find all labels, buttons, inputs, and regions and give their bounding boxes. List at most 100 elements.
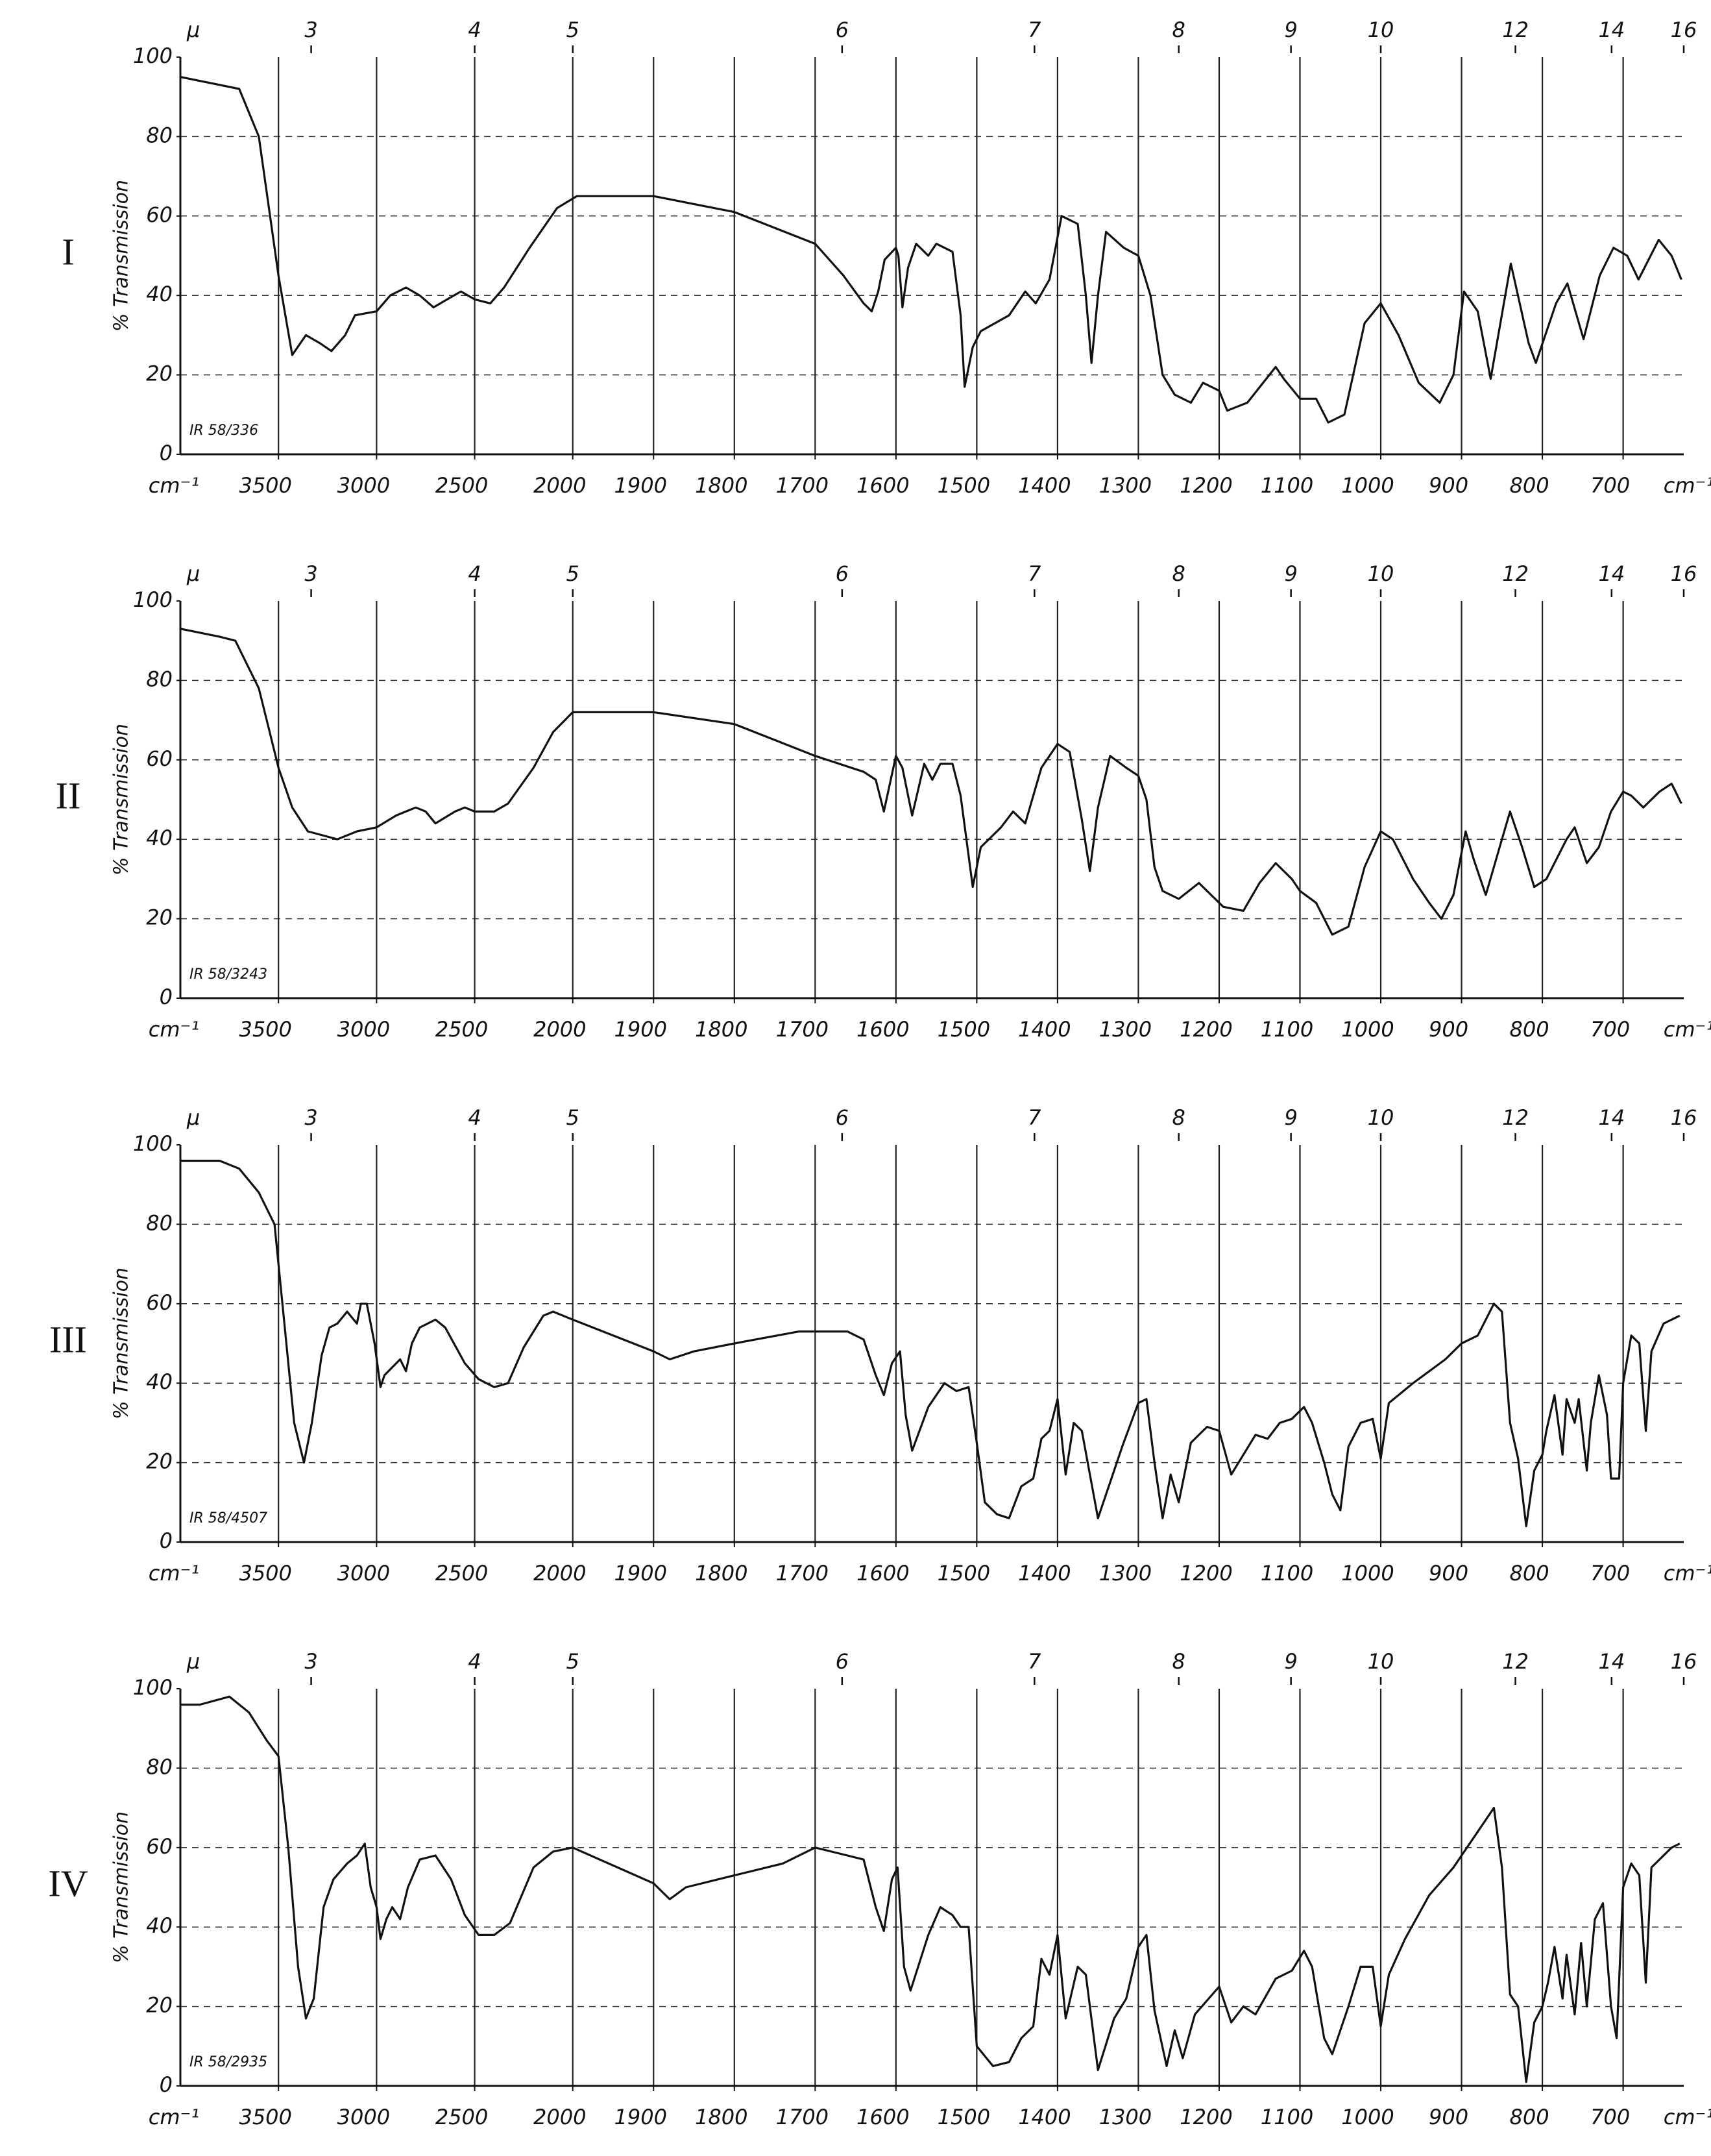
panel-label: III — [49, 1318, 87, 1360]
x-tick-label: 1800 — [695, 2105, 747, 2129]
x2-tick-label: 14 — [1598, 1649, 1625, 1674]
x-tick-label: 3500 — [239, 1561, 291, 1586]
x2-tick-label: 5 — [566, 18, 579, 42]
spectrum-line — [180, 1159, 1681, 1528]
x2-tick-label: 10 — [1368, 561, 1394, 586]
x2-tick-label: 6 — [836, 1649, 849, 1674]
x-tick-label: 3500 — [239, 473, 291, 498]
x2-tick-label: 3 — [304, 1105, 317, 1130]
x-tick-label: 700 — [1590, 1017, 1630, 1042]
x-tick-label: 3500 — [239, 1017, 291, 1042]
y-axis-label: % Transmission — [110, 1268, 133, 1419]
x2-tick-label: 8 — [1172, 561, 1185, 586]
x2-tick-label: 9 — [1284, 18, 1297, 42]
x-tick-label: 3000 — [337, 2105, 390, 2129]
x-tick-label: 1600 — [856, 2105, 909, 2129]
x-tick-label: 1800 — [695, 473, 747, 498]
x2-tick-label: 14 — [1598, 18, 1625, 42]
x-tick-label: 2500 — [435, 1561, 488, 1586]
x2-tick-label: 3 — [304, 1649, 317, 1674]
y-tick-label: 80 — [146, 667, 173, 691]
x-tick-label: 1000 — [1341, 1017, 1394, 1042]
x-tick-label: 1600 — [856, 473, 909, 498]
x-tick-label: 1400 — [1018, 473, 1071, 498]
x-tick-label: 1700 — [776, 1017, 829, 1042]
x-tick-label: 1500 — [938, 1017, 990, 1042]
x2-tick-label: 9 — [1284, 1649, 1297, 1674]
y-tick-label: 60 — [146, 746, 173, 771]
y-axis-label: % Transmission — [110, 724, 133, 876]
x-tick-label: 2500 — [435, 2105, 488, 2129]
x2-tick-label: 16 — [1671, 1649, 1697, 1674]
x2-tick-label: 10 — [1368, 18, 1394, 42]
x2-tick-label: 8 — [1172, 1649, 1185, 1674]
x-tick-label: 1900 — [614, 1017, 667, 1042]
y-tick-label: 60 — [146, 1834, 173, 1859]
x-tick-label: 2000 — [533, 2105, 586, 2129]
x2-unit: μ — [186, 18, 200, 42]
y-tick-label: 0 — [160, 441, 173, 465]
y-tick-label: 80 — [146, 1754, 173, 1779]
x2-tick-label: 16 — [1671, 1105, 1697, 1130]
panel-label: II — [56, 774, 81, 816]
x2-tick-label: 7 — [1028, 1105, 1041, 1130]
x-tick-label: 800 — [1510, 2105, 1549, 2129]
y-tick-label: 20 — [146, 1449, 173, 1474]
x2-tick-label: 5 — [566, 1105, 579, 1130]
x-tick-label: 800 — [1510, 1561, 1549, 1586]
x-tick-label: 1200 — [1180, 1561, 1232, 1586]
x-tick-label: 1400 — [1018, 2105, 1071, 2129]
x-tick-label: 3000 — [337, 473, 390, 498]
y-tick-label: 20 — [146, 361, 173, 386]
x-tick-label: 1500 — [938, 473, 990, 498]
x-tick-label: 3000 — [337, 1017, 390, 1042]
x-tick-label: 3500 — [239, 2105, 291, 2129]
x-unit-left: cm⁻¹ — [149, 473, 199, 498]
x-tick-label: 1900 — [614, 1561, 667, 1586]
y-axis-label: % Transmission — [110, 1811, 133, 1963]
sample-note: IR 58/2935 — [189, 2054, 267, 2070]
y-tick-label: 0 — [160, 1528, 173, 1553]
y-tick-label: 100 — [133, 1131, 173, 1156]
y-tick-label: 100 — [133, 43, 173, 68]
x-tick-label: 1500 — [938, 2105, 990, 2129]
y-tick-label: 0 — [160, 985, 173, 1009]
x2-tick-label: 4 — [468, 18, 481, 42]
y-tick-label: 40 — [146, 1369, 173, 1394]
sample-note: IR 58/336 — [189, 423, 258, 439]
x2-tick-label: 14 — [1598, 1105, 1625, 1130]
x2-tick-label: 7 — [1028, 561, 1041, 586]
spectrum-line — [180, 76, 1682, 424]
x-unit-right: cm⁻¹ — [1664, 473, 1711, 498]
x2-tick-label: 3 — [304, 561, 317, 586]
x-tick-label: 1400 — [1018, 1017, 1071, 1042]
x-tick-label: 2500 — [435, 473, 488, 498]
x2-tick-label: 8 — [1172, 1105, 1185, 1130]
x-tick-label: 900 — [1429, 1017, 1468, 1042]
x-tick-label: 700 — [1590, 473, 1630, 498]
x-tick-label: 900 — [1429, 2105, 1468, 2129]
x-unit-left: cm⁻¹ — [149, 1017, 199, 1042]
x-tick-label: 1500 — [938, 1561, 990, 1586]
x-tick-label: 1100 — [1261, 2105, 1313, 2129]
x2-tick-label: 7 — [1028, 18, 1041, 42]
y-tick-label: 40 — [146, 1913, 173, 1938]
x-tick-label: 1200 — [1180, 1017, 1232, 1042]
y-tick-label: 80 — [146, 1210, 173, 1235]
y-tick-label: 80 — [146, 123, 173, 147]
x-tick-label: 1600 — [856, 1017, 909, 1042]
x2-tick-label: 4 — [468, 561, 481, 586]
x-tick-label: 1000 — [1341, 473, 1394, 498]
x2-tick-label: 6 — [836, 561, 849, 586]
x-tick-label: 1300 — [1099, 1017, 1152, 1042]
x-tick-label: 900 — [1429, 1561, 1468, 1586]
x-tick-label: 1900 — [614, 473, 667, 498]
x-tick-label: 1100 — [1261, 1561, 1313, 1586]
x2-tick-label: 6 — [836, 1105, 849, 1130]
x-tick-label: 1000 — [1341, 1561, 1394, 1586]
x-tick-label: 900 — [1429, 473, 1468, 498]
x-tick-label: 700 — [1590, 2105, 1630, 2129]
x2-tick-label: 12 — [1502, 1649, 1529, 1674]
